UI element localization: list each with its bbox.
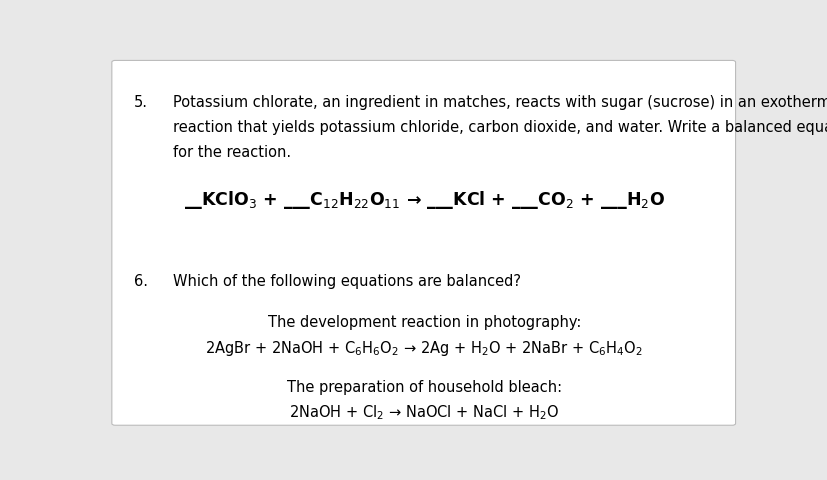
Text: 2AgBr + 2NaOH + C$_6$H$_6$O$_2$ → 2Ag + H$_2$O + 2NaBr + C$_6$H$_4$O$_2$: 2AgBr + 2NaOH + C$_6$H$_6$O$_2$ → 2Ag + … xyxy=(205,338,643,358)
Text: 5.: 5. xyxy=(134,95,148,109)
Text: __KClO$_3$ + ___C$_{12}$H$_{22}$O$_{11}$ → ___KCl + ___CO$_2$ + ___H$_2$O: __KClO$_3$ + ___C$_{12}$H$_{22}$O$_{11}$… xyxy=(184,189,664,211)
Text: The preparation of household bleach:: The preparation of household bleach: xyxy=(286,379,562,394)
Text: Which of the following equations are balanced?: Which of the following equations are bal… xyxy=(173,274,520,289)
Text: Potassium chlorate, an ingredient in matches, reacts with sugar (sucrose) in an : Potassium chlorate, an ingredient in mat… xyxy=(173,95,827,109)
Text: reaction that yields potassium chloride, carbon dioxide, and water. Write a bala: reaction that yields potassium chloride,… xyxy=(173,120,827,135)
Text: for the reaction.: for the reaction. xyxy=(173,145,290,160)
Text: 6.: 6. xyxy=(134,274,148,289)
Text: 2NaOH + Cl$_2$ → NaOCl + NaCl + H$_2$O: 2NaOH + Cl$_2$ → NaOCl + NaCl + H$_2$O xyxy=(289,402,559,421)
FancyBboxPatch shape xyxy=(112,61,734,425)
Text: The development reaction in photography:: The development reaction in photography: xyxy=(267,314,581,329)
